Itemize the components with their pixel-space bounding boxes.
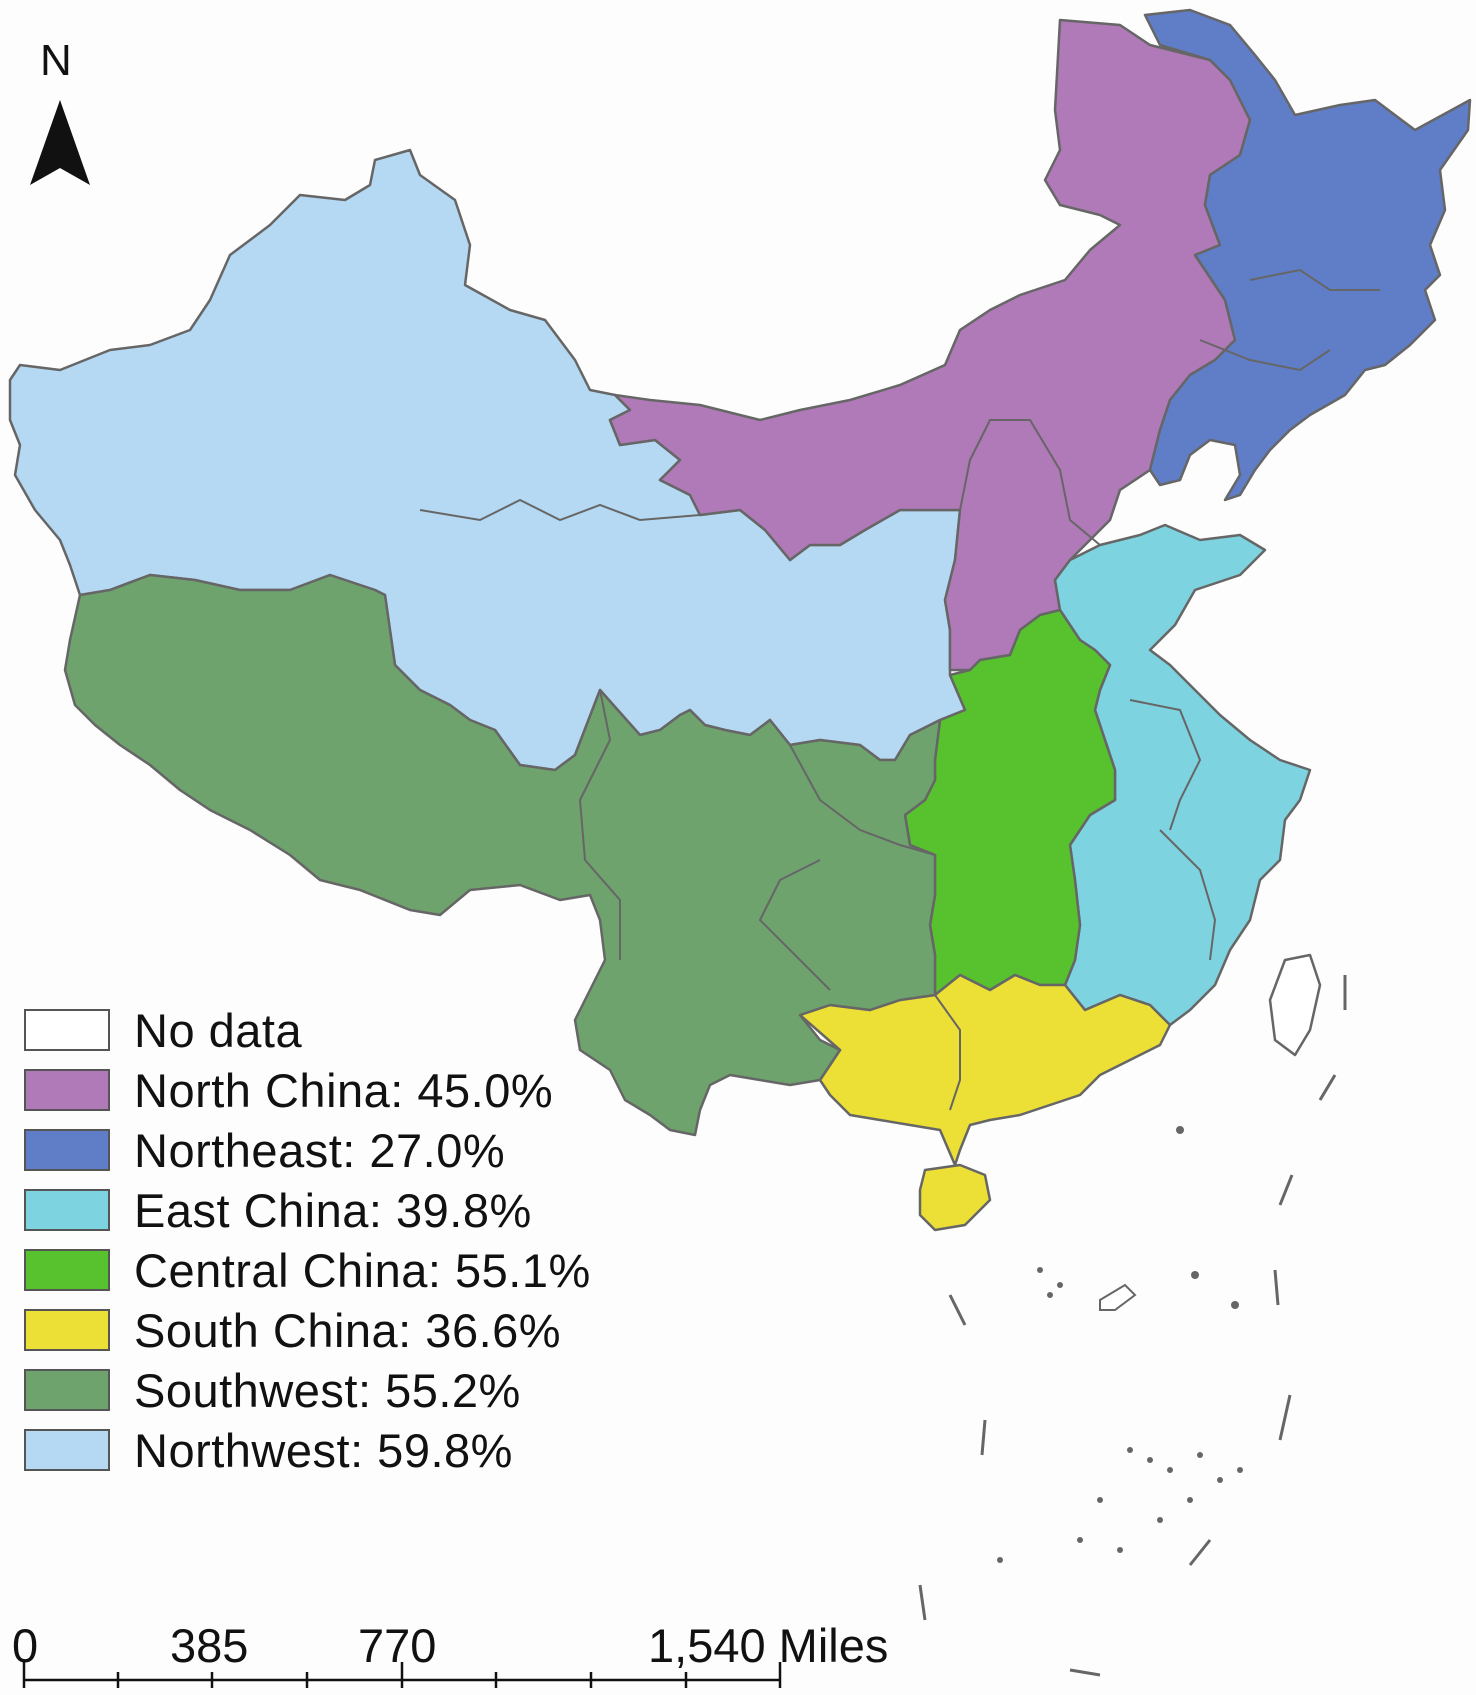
legend-label: Northeast: 27.0% (134, 1123, 506, 1177)
island-markers (997, 1126, 1243, 1563)
maritime-boundary-lines (918, 975, 1347, 1677)
scale-label-0: 0 (12, 1619, 39, 1672)
north-arrow-label: N (40, 36, 72, 85)
scale-label-770: 770 (358, 1619, 437, 1672)
legend-swatch (24, 1189, 110, 1231)
legend-item-east-china: East China: 39.8% (24, 1180, 591, 1240)
region-northeast (1143, 8, 1472, 502)
legend-swatch (24, 1309, 110, 1351)
legend-item-central-china: Central China: 55.1% (24, 1240, 591, 1300)
legend-label: East China: 39.8% (134, 1183, 532, 1237)
scale-label-1540: 1,540 Miles (648, 1619, 889, 1672)
island-outline (1099, 1283, 1137, 1311)
legend-item-no-data: No data (24, 1000, 591, 1060)
legend-swatch (24, 1129, 110, 1171)
legend-swatch (24, 1429, 110, 1471)
legend-label: No data (134, 1003, 303, 1057)
legend-swatch (24, 1369, 110, 1411)
legend-swatch (24, 1009, 110, 1051)
legend-item-north-china: North China: 45.0% (24, 1060, 591, 1120)
province-borders (419, 268, 1380, 1111)
legend-item-southwest: Southwest: 55.2% (24, 1360, 591, 1420)
region-southwest (63, 573, 942, 1137)
legend-swatch (24, 1069, 110, 1111)
north-arrow-icon (30, 100, 90, 185)
legend: No data North China: 45.0% Northeast: 27… (24, 1000, 591, 1480)
legend-item-northwest: Northwest: 59.8% (24, 1420, 591, 1480)
legend-label: Northwest: 59.8% (134, 1423, 513, 1477)
legend-label: North China: 45.0% (134, 1063, 554, 1117)
region-south-china (798, 973, 1172, 1232)
legend-swatch (24, 1249, 110, 1291)
region-taiwan (1268, 953, 1322, 1057)
legend-label: Southwest: 55.2% (134, 1363, 521, 1417)
legend-item-south-china: South China: 36.6% (24, 1300, 591, 1360)
legend-label: South China: 36.6% (134, 1303, 562, 1357)
map-regions (8, 8, 1472, 1232)
scale-bar (22, 1662, 782, 1688)
legend-item-northeast: Northeast: 27.0% (24, 1120, 591, 1180)
scale-label-385: 385 (170, 1619, 249, 1672)
legend-label: Central China: 55.1% (134, 1243, 591, 1297)
